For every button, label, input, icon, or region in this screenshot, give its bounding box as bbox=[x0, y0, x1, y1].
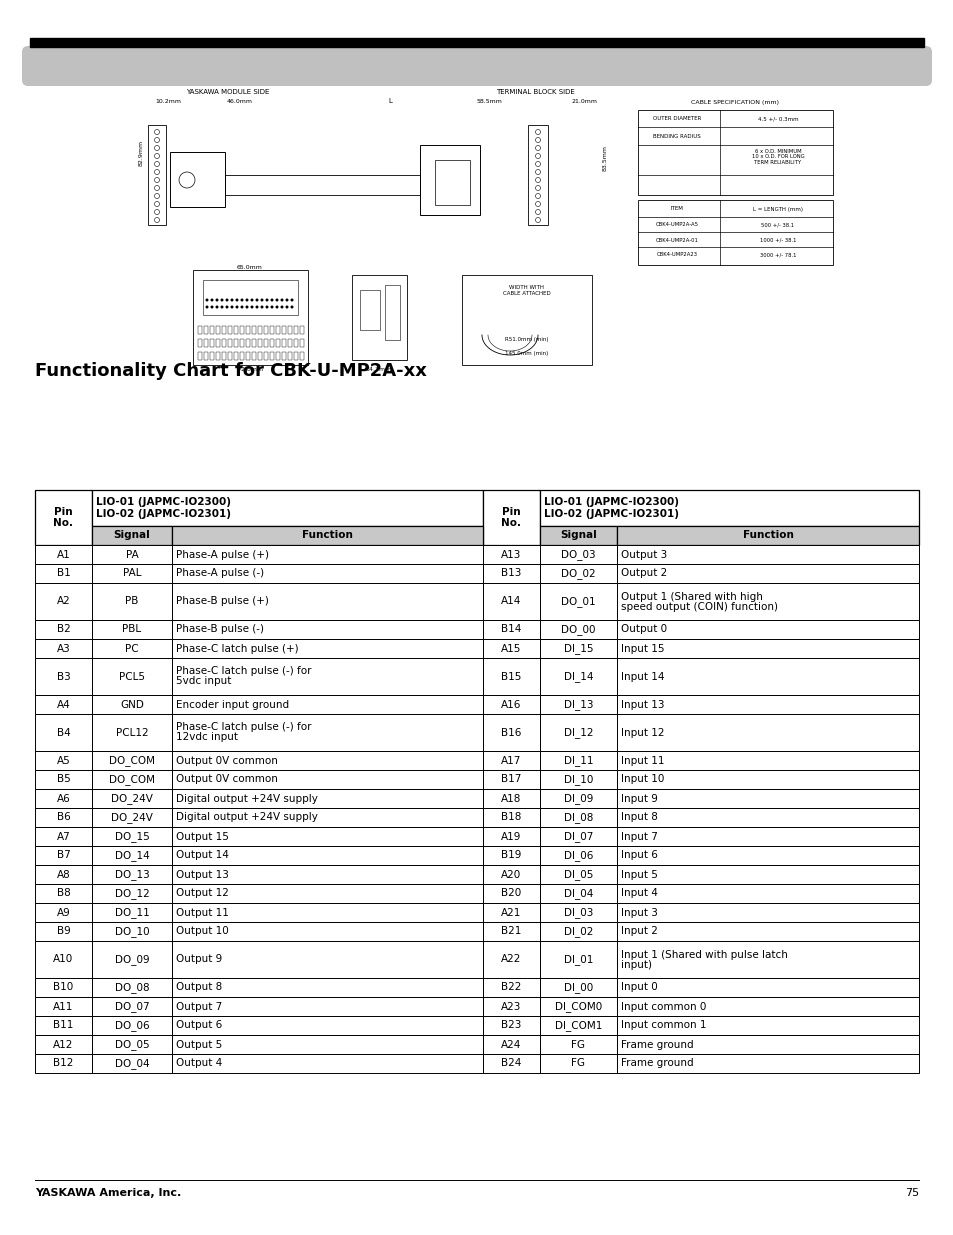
Text: DI_02: DI_02 bbox=[563, 926, 593, 937]
Circle shape bbox=[231, 305, 233, 309]
Bar bbox=[539, 620, 617, 638]
Bar bbox=[228, 352, 232, 359]
Text: A11: A11 bbox=[53, 1002, 73, 1011]
Text: Input 10: Input 10 bbox=[620, 774, 663, 784]
Bar bbox=[638, 110, 832, 195]
Circle shape bbox=[215, 305, 218, 309]
Bar bbox=[482, 923, 539, 941]
Bar bbox=[617, 620, 918, 638]
Bar bbox=[539, 490, 918, 526]
Bar bbox=[617, 695, 918, 714]
Bar bbox=[482, 583, 539, 620]
Bar bbox=[91, 884, 172, 903]
Bar bbox=[482, 564, 539, 583]
Text: Output 1 (Shared with high: Output 1 (Shared with high bbox=[620, 592, 762, 601]
Text: A7: A7 bbox=[56, 831, 71, 841]
Text: L = LENGTH (mm): L = LENGTH (mm) bbox=[752, 206, 802, 211]
Bar bbox=[617, 751, 918, 769]
Bar bbox=[246, 352, 250, 359]
Circle shape bbox=[255, 305, 258, 309]
Text: WIDTH WITH
CABLE ATTACHED: WIDTH WITH CABLE ATTACHED bbox=[502, 285, 550, 296]
Circle shape bbox=[291, 305, 294, 309]
Bar bbox=[482, 1035, 539, 1053]
Text: Frame ground: Frame ground bbox=[620, 1058, 693, 1068]
Text: B15: B15 bbox=[500, 672, 521, 682]
Text: 21.0mm: 21.0mm bbox=[572, 99, 598, 104]
Text: Digital output +24V supply: Digital output +24V supply bbox=[175, 813, 317, 823]
Bar bbox=[482, 620, 539, 638]
Bar bbox=[275, 338, 280, 347]
Circle shape bbox=[260, 299, 263, 301]
Text: Output 0V common: Output 0V common bbox=[175, 756, 277, 766]
Bar bbox=[91, 620, 172, 638]
Bar bbox=[91, 769, 172, 789]
Bar bbox=[204, 338, 208, 347]
Bar bbox=[240, 352, 244, 359]
Text: FG: FG bbox=[571, 1040, 585, 1050]
Text: Input 0: Input 0 bbox=[620, 983, 657, 993]
Bar bbox=[172, 564, 482, 583]
Bar bbox=[172, 808, 482, 827]
Bar bbox=[240, 326, 244, 333]
Circle shape bbox=[251, 305, 253, 309]
Bar bbox=[204, 326, 208, 333]
Text: Output 11: Output 11 bbox=[175, 908, 229, 918]
Circle shape bbox=[215, 299, 218, 301]
Text: PBL: PBL bbox=[122, 625, 141, 635]
Text: 83.5mm: 83.5mm bbox=[602, 144, 607, 170]
Bar bbox=[35, 808, 91, 827]
Text: Function: Function bbox=[302, 531, 353, 541]
Bar bbox=[539, 564, 617, 583]
Bar bbox=[35, 769, 91, 789]
Bar bbox=[35, 658, 91, 695]
Bar bbox=[539, 903, 617, 923]
Text: Phase-B pulse (+): Phase-B pulse (+) bbox=[175, 597, 269, 606]
Bar bbox=[233, 352, 237, 359]
Bar bbox=[91, 941, 172, 978]
Text: DI_00: DI_00 bbox=[563, 982, 593, 993]
Circle shape bbox=[275, 299, 278, 301]
Text: A18: A18 bbox=[500, 794, 521, 804]
Bar bbox=[539, 769, 617, 789]
Bar bbox=[482, 997, 539, 1016]
Circle shape bbox=[240, 305, 243, 309]
Bar bbox=[617, 864, 918, 884]
Text: DO_04: DO_04 bbox=[114, 1058, 150, 1070]
Text: LIO-01 (JAPMC-IO2300)
LIO-02 (JAPMC-IO2301): LIO-01 (JAPMC-IO2300) LIO-02 (JAPMC-IO23… bbox=[543, 498, 679, 519]
Text: DO_COM: DO_COM bbox=[109, 755, 154, 766]
Bar bbox=[539, 695, 617, 714]
Bar bbox=[257, 326, 262, 333]
Bar bbox=[482, 789, 539, 808]
Bar bbox=[482, 884, 539, 903]
Bar bbox=[282, 352, 286, 359]
Bar bbox=[172, 526, 482, 545]
Bar bbox=[617, 1053, 918, 1073]
Bar bbox=[246, 338, 250, 347]
Text: DO_06: DO_06 bbox=[114, 1020, 150, 1031]
Text: DI_13: DI_13 bbox=[563, 699, 593, 710]
Bar bbox=[461, 275, 592, 366]
Text: DO_11: DO_11 bbox=[114, 906, 150, 918]
Bar bbox=[35, 490, 91, 545]
Circle shape bbox=[245, 299, 248, 301]
Text: 65.0mm: 65.0mm bbox=[236, 266, 263, 270]
Text: Output 10: Output 10 bbox=[175, 926, 229, 936]
Text: Input 9: Input 9 bbox=[620, 794, 658, 804]
Bar bbox=[91, 545, 172, 564]
Bar bbox=[172, 846, 482, 864]
Bar bbox=[222, 326, 226, 333]
Circle shape bbox=[280, 299, 283, 301]
Circle shape bbox=[291, 299, 294, 301]
Text: A13: A13 bbox=[500, 550, 521, 559]
Circle shape bbox=[275, 305, 278, 309]
Text: DO_COM: DO_COM bbox=[109, 774, 154, 785]
Text: DO_07: DO_07 bbox=[114, 1002, 150, 1011]
Bar bbox=[482, 714, 539, 751]
Text: 500 +/- 38.1: 500 +/- 38.1 bbox=[760, 222, 794, 227]
Bar bbox=[482, 490, 539, 545]
Text: B3: B3 bbox=[56, 672, 71, 682]
Text: A19: A19 bbox=[500, 831, 521, 841]
Bar bbox=[91, 864, 172, 884]
Bar bbox=[617, 545, 918, 564]
Text: B24: B24 bbox=[500, 1058, 521, 1068]
